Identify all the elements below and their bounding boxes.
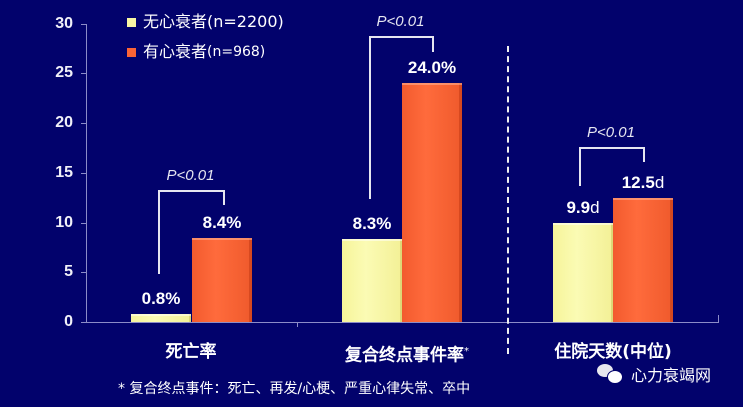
y-tick-mark <box>81 73 87 74</box>
y-tick-mark <box>81 173 87 174</box>
significance-bracket-top <box>158 190 225 192</box>
significance-bracket-left <box>579 147 581 186</box>
significance-bracket-right <box>223 190 225 205</box>
y-tick-mark <box>81 272 87 273</box>
p-value-label: P<0.01 <box>587 124 635 141</box>
bar-no-hf <box>553 223 613 322</box>
value-label-hf: 8.4% <box>202 213 242 233</box>
legend-label-n: (n=968) <box>207 44 266 60</box>
legend-label-cn: 无心衰者 <box>143 12 208 31</box>
p-value-label: P<0.01 <box>166 167 215 184</box>
significance-bracket-right <box>432 36 434 52</box>
category-label-composite-endpoint: 复合终点事件率* <box>345 345 469 366</box>
watermark-text: 心力衰竭网 <box>631 366 712 385</box>
footnote: * 复合终点事件：死亡、再发/心梗、严重心律失常、卒中 <box>118 381 471 397</box>
legend-label-cn: 有心衰者 <box>143 42 208 61</box>
significance-bracket-top <box>579 147 645 149</box>
y-tick-mark <box>81 24 87 25</box>
significance-bracket-top <box>369 36 434 38</box>
bar-hf <box>192 238 252 322</box>
bar-no-hf <box>131 314 191 322</box>
y-tick-label: 0 <box>64 313 73 330</box>
significance-bracket-right <box>643 147 645 162</box>
significance-bracket-left <box>369 36 371 199</box>
bar-hf <box>613 197 673 322</box>
bar-no-hf <box>342 239 402 322</box>
p-value-label: P<0.01 <box>376 13 425 30</box>
wechat-icon <box>597 364 623 384</box>
y-tick-mark <box>81 123 87 124</box>
y-tick-mark <box>81 223 87 224</box>
legend-swatch-orange <box>127 47 136 57</box>
y-tick-label: 30 <box>55 14 73 32</box>
legend-item-hf: 有心衰者 (n=968) <box>127 42 265 62</box>
value-label-no-hf: 9.9d <box>566 198 600 218</box>
y-tick-label: 25 <box>55 64 73 82</box>
x-axis-tick <box>297 322 298 327</box>
legend-item-no-hf: 无心衰者 (n=2200) <box>127 12 284 32</box>
bar-hf <box>402 83 462 322</box>
x-axis-tick <box>718 315 719 323</box>
category-label-mortality: 死亡率 <box>165 342 217 362</box>
significance-bracket-left <box>158 190 160 274</box>
legend-swatch-yellow <box>127 17 136 27</box>
value-label-hf: 12.5d <box>621 172 665 192</box>
category-label-hospital-days: 住院天数(中位) <box>554 342 672 362</box>
y-tick-label: 20 <box>55 114 73 131</box>
group-separator-dashed-line <box>507 46 509 354</box>
y-tick-label: 10 <box>55 213 73 231</box>
y-tick-label: 15 <box>55 163 73 181</box>
legend-label-n: (n=2200) <box>207 12 284 31</box>
x-axis-line <box>82 322 719 323</box>
value-label-hf: 24.0% <box>407 58 457 78</box>
watermark: 心力衰竭网 <box>597 362 711 386</box>
value-label-no-hf: 0.8% <box>141 289 181 309</box>
value-label-no-hf: 8.3% <box>352 214 392 234</box>
y-tick-label: 5 <box>64 263 73 281</box>
